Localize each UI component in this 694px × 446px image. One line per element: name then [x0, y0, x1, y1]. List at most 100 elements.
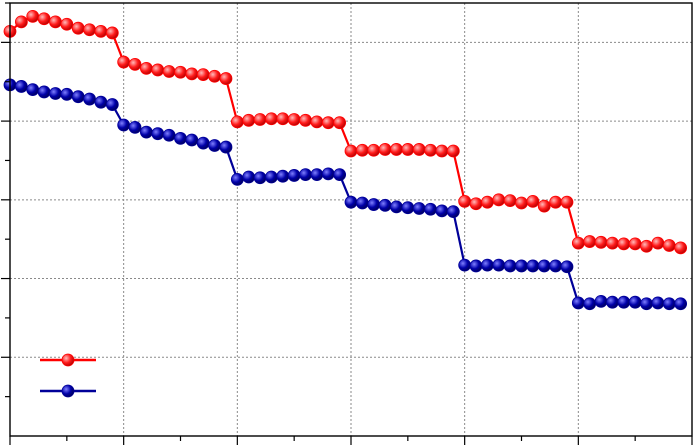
- legend-item-1: [40, 353, 96, 367]
- data-point: [560, 195, 574, 209]
- data-point: [367, 143, 381, 157]
- grid: [10, 3, 692, 436]
- data-point: [640, 297, 653, 311]
- data-point: [94, 95, 108, 109]
- data-point: [617, 237, 631, 251]
- data-point: [117, 55, 131, 69]
- series-1: [3, 9, 688, 255]
- data-point: [71, 90, 85, 104]
- data-point: [355, 143, 369, 157]
- data-point: [14, 80, 28, 93]
- data-point: [185, 133, 199, 147]
- data-point: [583, 235, 597, 248]
- data-point: [424, 143, 437, 157]
- data-point: [94, 24, 108, 38]
- data-point: [242, 113, 256, 127]
- data-point: [242, 170, 256, 184]
- data-point: [469, 259, 483, 273]
- legend: [40, 353, 96, 398]
- data-point: [662, 239, 676, 252]
- data-point: [344, 195, 358, 209]
- data-point: [367, 198, 381, 211]
- data-point: [503, 259, 517, 273]
- data-point: [208, 139, 222, 152]
- data-point: [287, 169, 301, 182]
- data-point: [196, 68, 210, 82]
- data-point: [219, 140, 233, 154]
- data-point: [503, 194, 517, 208]
- data-point: [355, 196, 369, 210]
- data-point: [469, 197, 483, 211]
- data-point: [310, 115, 324, 129]
- data-point: [674, 297, 688, 311]
- data-point: [139, 61, 153, 75]
- data-point: [606, 295, 619, 309]
- data-point: [458, 258, 472, 272]
- data-point: [276, 112, 290, 126]
- data-point: [390, 200, 403, 214]
- data-point: [492, 193, 506, 207]
- data-point: [162, 128, 176, 142]
- data-point: [458, 194, 472, 208]
- data-point: [424, 202, 437, 216]
- data-point: [14, 15, 28, 29]
- data-point: [674, 241, 688, 255]
- data-point: [151, 63, 165, 77]
- data-point: [208, 69, 222, 83]
- data-point: [230, 172, 244, 186]
- data-point: [480, 258, 494, 272]
- data-point: [537, 199, 551, 213]
- data-point: [299, 113, 312, 127]
- data-point: [128, 58, 142, 71]
- data-point: [333, 116, 347, 130]
- data-point: [71, 21, 85, 35]
- data-point: [26, 9, 40, 23]
- data-point: [37, 85, 51, 99]
- data-point: [321, 167, 335, 181]
- data-point: [265, 170, 278, 184]
- data-point: [151, 127, 165, 141]
- data-point: [446, 205, 460, 219]
- data-point: [117, 118, 131, 132]
- data-point: [390, 143, 403, 156]
- data-point: [287, 113, 301, 126]
- data-point: [162, 65, 176, 78]
- data-point: [549, 259, 562, 273]
- data-point: [412, 143, 426, 156]
- data-point: [594, 235, 608, 249]
- data-point: [196, 136, 210, 150]
- data-point: [253, 113, 267, 126]
- data-point: [321, 116, 335, 130]
- data-point: [526, 259, 540, 273]
- data-point: [435, 204, 449, 218]
- data-point: [651, 296, 665, 310]
- data-point: [401, 201, 415, 215]
- data-point: [571, 296, 585, 310]
- legend-marker: [61, 384, 75, 398]
- data-point: [628, 295, 642, 309]
- data-point: [299, 168, 312, 182]
- legend-item-2: [40, 384, 96, 398]
- data-point: [60, 87, 74, 101]
- data-point: [37, 12, 51, 26]
- data-point: [594, 294, 608, 308]
- data-point: [651, 236, 665, 250]
- data-point: [515, 259, 528, 273]
- data-point: [446, 144, 460, 158]
- data-point: [560, 260, 574, 274]
- data-point: [105, 26, 119, 40]
- data-point: [174, 132, 187, 145]
- data-point: [174, 65, 187, 79]
- data-point: [49, 15, 62, 29]
- series-2: [3, 78, 688, 311]
- data-point: [492, 258, 506, 272]
- data-point: [185, 67, 199, 81]
- data-point: [401, 143, 415, 156]
- series-layer: [3, 9, 688, 311]
- legend-marker: [61, 353, 75, 367]
- data-point: [537, 259, 551, 273]
- data-point: [617, 295, 631, 309]
- data-point: [310, 168, 324, 182]
